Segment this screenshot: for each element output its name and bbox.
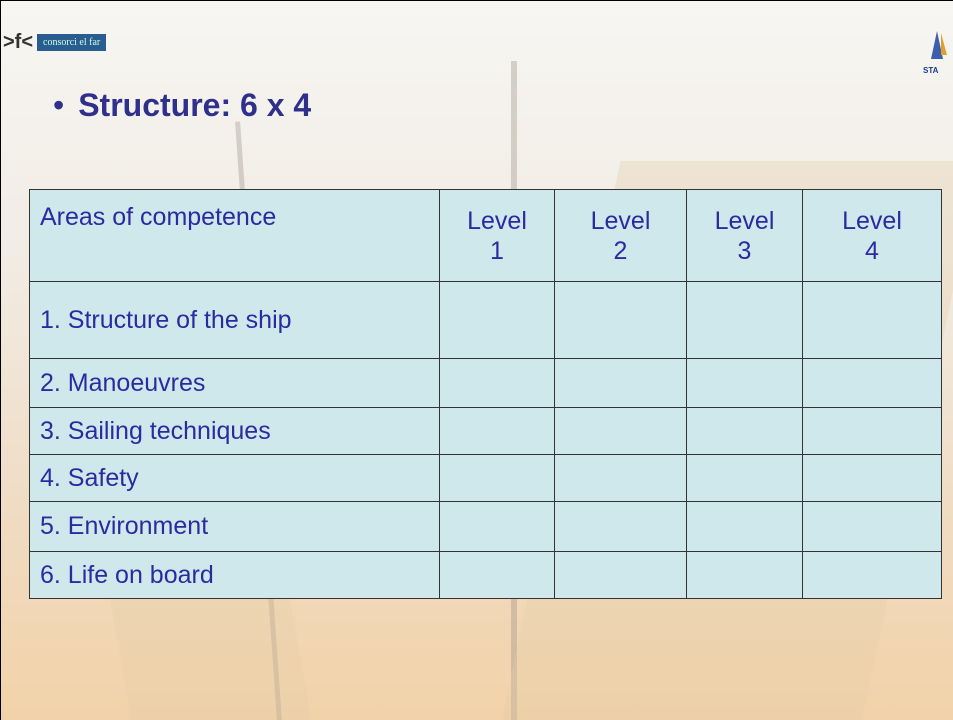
- logo: STA: [923, 29, 953, 75]
- area-cell: 6. Life on board: [29, 551, 440, 599]
- empty-cell: [554, 407, 687, 455]
- empty-cell: [439, 454, 555, 502]
- empty-cell: [686, 281, 803, 359]
- empty-cell: [802, 501, 942, 552]
- empty-cell: [554, 551, 687, 599]
- empty-cell: [439, 358, 555, 408]
- empty-cell: [439, 407, 555, 455]
- table-row: 5. Environment: [29, 501, 942, 552]
- empty-cell: [802, 358, 942, 408]
- empty-cell: [802, 281, 942, 359]
- empty-cell: [554, 454, 687, 502]
- empty-cell: [554, 281, 687, 359]
- header-cell: Level 1: [439, 189, 555, 282]
- empty-cell: [686, 407, 803, 455]
- area-cell: 2. Manoeuvres: [29, 358, 440, 408]
- header-cell: Level 3: [686, 189, 803, 282]
- area-cell: 5. Environment: [29, 501, 440, 552]
- logo-mark: >f<: [3, 30, 34, 53]
- table-row: 1. Structure of the ship: [29, 281, 942, 359]
- table-row: 4. Safety: [29, 454, 942, 502]
- empty-cell: [439, 281, 555, 359]
- header-row: Areas of competence Level 1 Level 2 Level 3…: [29, 189, 942, 282]
- empty-cell: [686, 454, 803, 502]
- logo: >f< consorci el far: [3, 30, 107, 53]
- empty-cell: [802, 454, 942, 502]
- empty-cell: [802, 407, 942, 455]
- competence-table: Areas of competence Level 1 Level 2 Level 3…: [29, 189, 942, 599]
- logo-text: STA: [923, 66, 939, 75]
- header-cell: Level 4: [802, 189, 942, 282]
- area-cell: 3. Sailing techniques: [29, 407, 440, 455]
- table-row: 6. Life on board: [29, 551, 942, 599]
- header-cell: Areas of competence: [29, 189, 440, 282]
- empty-cell: [554, 501, 687, 552]
- empty-cell: [686, 358, 803, 408]
- empty-cell: [554, 358, 687, 408]
- empty-cell: [686, 501, 803, 552]
- empty-cell: [439, 501, 555, 552]
- area-cell: 1. Structure of the ship: [29, 281, 440, 359]
- table-row: 2. Manoeuvres: [29, 358, 942, 408]
- empty-cell: [439, 551, 555, 599]
- logo-text: consorci el far: [37, 33, 107, 51]
- area-cell: 4. Safety: [29, 454, 440, 502]
- logo-icon: [931, 31, 947, 59]
- empty-cell: [802, 551, 942, 599]
- slide-title: Structure: 6 x 4: [53, 87, 311, 124]
- header-cell: Level 2: [554, 189, 687, 282]
- table-row: 3. Sailing techniques: [29, 407, 942, 455]
- empty-cell: [686, 551, 803, 599]
